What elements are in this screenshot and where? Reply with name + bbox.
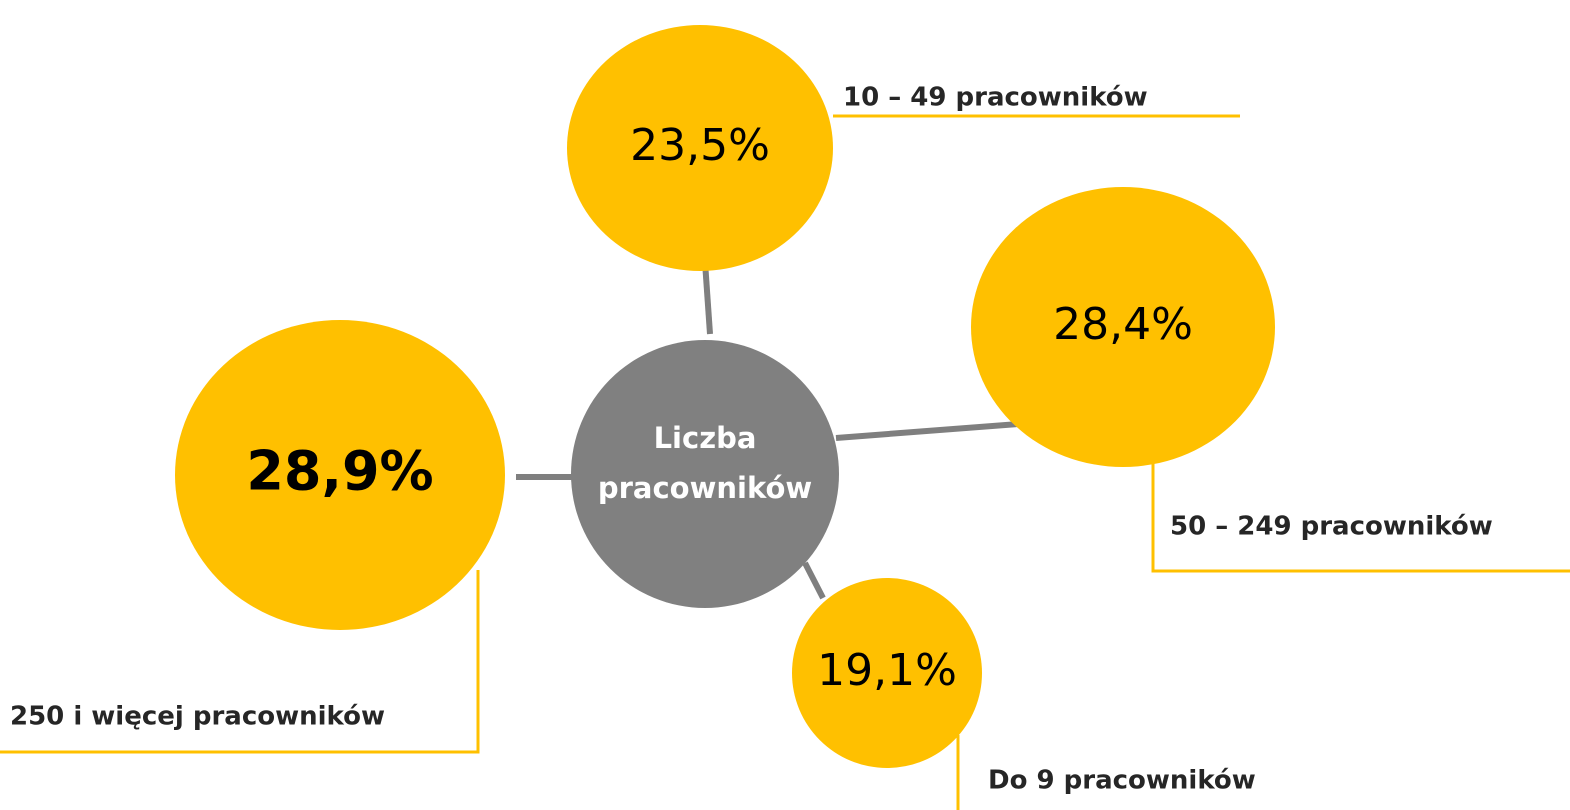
center-node [571, 340, 839, 608]
node [971, 187, 1275, 467]
node-label: 250 i więcej pracowników [10, 702, 385, 732]
connector [802, 561, 826, 600]
node [792, 578, 982, 768]
node-value: 19,1% [817, 645, 957, 696]
leader-line [0, 570, 480, 754]
node-label: 10 – 49 pracowników [843, 83, 1148, 113]
leader-line [1151, 460, 1570, 573]
node-label: 50 – 249 pracowników [1170, 512, 1493, 542]
node-label: Do 9 pracowników [988, 766, 1256, 796]
node [567, 25, 833, 271]
connector [702, 261, 713, 335]
center-label: Liczba [654, 421, 757, 455]
node [175, 320, 505, 630]
node-value: 28,4% [1053, 299, 1193, 350]
connector [835, 421, 1019, 441]
node-value: 23,5% [630, 120, 770, 171]
center-label: pracowników [598, 471, 812, 505]
node-value: 28,9% [246, 440, 433, 503]
